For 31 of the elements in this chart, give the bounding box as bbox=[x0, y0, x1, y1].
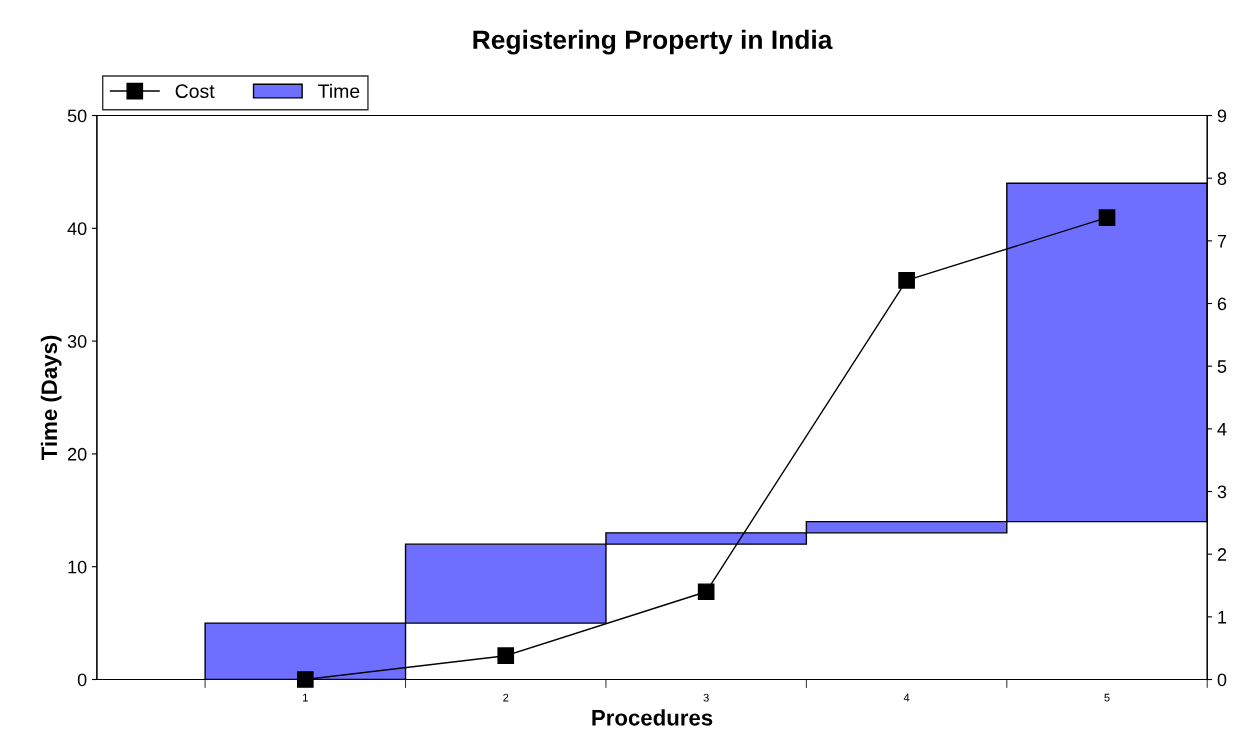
y-tick-label: 30 bbox=[67, 335, 87, 348]
x-tick-label: 1 bbox=[303, 693, 308, 702]
point bbox=[697, 583, 715, 601]
point bbox=[296, 671, 314, 688]
x-tick-label: 2 bbox=[503, 693, 509, 702]
y2-tick-label: 6 bbox=[1217, 297, 1227, 311]
y2-tick-label: 0 bbox=[1217, 673, 1227, 687]
legend-label: Time bbox=[318, 83, 360, 99]
y-axis-title: Time (Days) bbox=[40, 335, 62, 461]
y-tick-label: 50 bbox=[67, 109, 87, 123]
y2-tick-label: 4 bbox=[1217, 422, 1227, 436]
y2-tick-label: 9 bbox=[1217, 109, 1227, 123]
y-tick-label: 20 bbox=[67, 447, 87, 461]
point bbox=[497, 647, 515, 665]
y-tick-label: 0 bbox=[77, 673, 87, 687]
x-tick-label: 3 bbox=[703, 693, 709, 702]
y2-tick-label: 2 bbox=[1217, 548, 1227, 561]
chart-title: Registering Property in India bbox=[473, 29, 833, 55]
point bbox=[1098, 209, 1116, 226]
y2-tick-label: 3 bbox=[1217, 485, 1227, 499]
y2-tick-label: 5 bbox=[1217, 360, 1227, 373]
legend-label: Cost bbox=[175, 84, 215, 99]
x-tick-label: 4 bbox=[903, 693, 910, 702]
y-tick-label: 40 bbox=[67, 222, 87, 236]
y-tick-label: 10 bbox=[68, 560, 87, 574]
point bbox=[898, 271, 915, 289]
y2-tick-label: 7 bbox=[1217, 234, 1227, 248]
x-tick-label: 5 bbox=[1104, 693, 1110, 702]
y2-tick-label: 8 bbox=[1217, 172, 1227, 185]
x-axis-title: Procedures bbox=[592, 709, 713, 726]
y2-tick-label: 1 bbox=[1218, 610, 1227, 624]
